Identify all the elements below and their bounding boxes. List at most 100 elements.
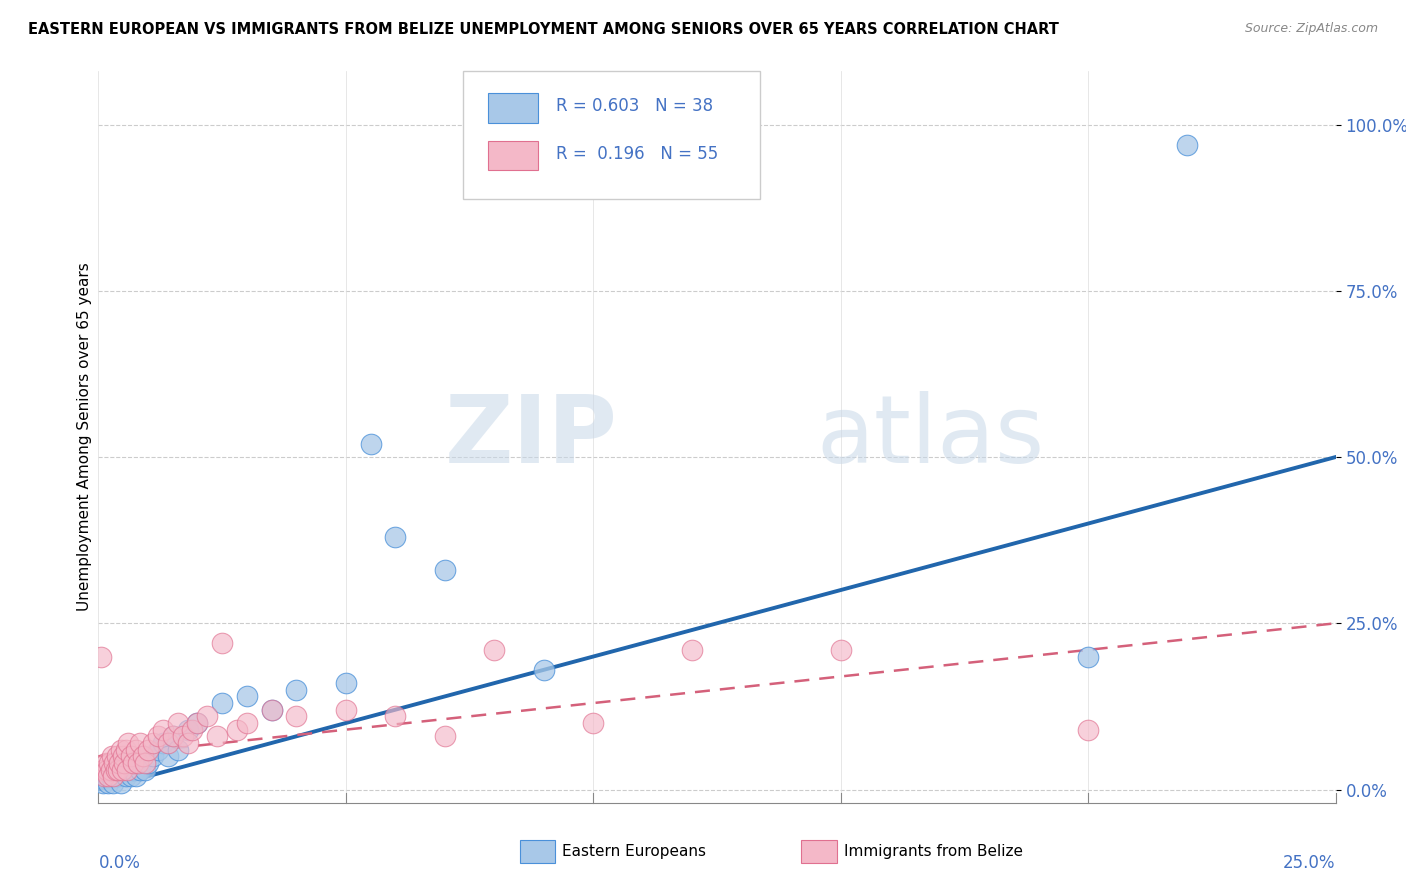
FancyBboxPatch shape bbox=[488, 141, 537, 170]
Point bbox=[127, 756, 149, 770]
Point bbox=[226, 723, 249, 737]
Point bbox=[124, 769, 146, 783]
Point bbox=[107, 769, 129, 783]
Point bbox=[120, 769, 142, 783]
Point bbox=[120, 749, 142, 764]
Point bbox=[162, 729, 184, 743]
Point bbox=[384, 709, 406, 723]
Point bbox=[110, 742, 132, 756]
Point bbox=[129, 763, 152, 777]
Point bbox=[335, 676, 357, 690]
Point bbox=[1077, 649, 1099, 664]
Point bbox=[205, 729, 228, 743]
Point bbox=[103, 776, 125, 790]
Point bbox=[533, 663, 555, 677]
Point bbox=[166, 742, 188, 756]
Point bbox=[134, 756, 156, 770]
Point bbox=[136, 756, 159, 770]
Point bbox=[162, 729, 184, 743]
Point bbox=[285, 709, 308, 723]
Point bbox=[1175, 137, 1198, 152]
Point bbox=[129, 736, 152, 750]
Point bbox=[1077, 723, 1099, 737]
Point bbox=[433, 729, 456, 743]
Text: 25.0%: 25.0% bbox=[1284, 854, 1336, 872]
Text: Immigrants from Belize: Immigrants from Belize bbox=[844, 845, 1022, 859]
Point bbox=[211, 696, 233, 710]
Point bbox=[105, 749, 128, 764]
Point bbox=[211, 636, 233, 650]
Point bbox=[114, 742, 136, 756]
Point bbox=[124, 742, 146, 756]
Point bbox=[122, 763, 145, 777]
Point bbox=[384, 530, 406, 544]
Point bbox=[146, 742, 169, 756]
Point bbox=[117, 756, 139, 770]
Point bbox=[152, 736, 174, 750]
Point bbox=[104, 763, 127, 777]
FancyBboxPatch shape bbox=[488, 94, 537, 122]
Point bbox=[107, 763, 129, 777]
FancyBboxPatch shape bbox=[464, 71, 761, 200]
Text: EASTERN EUROPEAN VS IMMIGRANTS FROM BELIZE UNEMPLOYMENT AMONG SENIORS OVER 65 YE: EASTERN EUROPEAN VS IMMIGRANTS FROM BELI… bbox=[28, 22, 1059, 37]
Point bbox=[111, 763, 134, 777]
Point bbox=[94, 769, 117, 783]
Point bbox=[110, 776, 132, 790]
Point bbox=[260, 703, 283, 717]
Point bbox=[93, 763, 115, 777]
Text: atlas: atlas bbox=[815, 391, 1045, 483]
Point bbox=[93, 776, 115, 790]
Point bbox=[172, 729, 194, 743]
Point bbox=[142, 736, 165, 750]
Point bbox=[186, 716, 208, 731]
Point bbox=[142, 749, 165, 764]
Text: Eastern Europeans: Eastern Europeans bbox=[562, 845, 706, 859]
Point bbox=[93, 769, 115, 783]
Point bbox=[96, 763, 118, 777]
Point bbox=[195, 709, 218, 723]
Text: R =  0.196   N = 55: R = 0.196 N = 55 bbox=[557, 145, 718, 163]
Point bbox=[260, 703, 283, 717]
Point bbox=[122, 756, 145, 770]
Point bbox=[146, 729, 169, 743]
Point bbox=[112, 763, 135, 777]
Point bbox=[166, 716, 188, 731]
Point bbox=[830, 643, 852, 657]
Text: R = 0.603   N = 38: R = 0.603 N = 38 bbox=[557, 97, 713, 115]
Point bbox=[681, 643, 703, 657]
Text: 0.0%: 0.0% bbox=[98, 854, 141, 872]
Y-axis label: Unemployment Among Seniors over 65 years: Unemployment Among Seniors over 65 years bbox=[77, 263, 91, 611]
Point bbox=[103, 756, 125, 770]
Point bbox=[156, 749, 179, 764]
Point bbox=[132, 749, 155, 764]
Point bbox=[98, 756, 121, 770]
Point bbox=[335, 703, 357, 717]
Point bbox=[94, 756, 117, 770]
Point bbox=[132, 749, 155, 764]
Point bbox=[112, 756, 135, 770]
Point bbox=[136, 742, 159, 756]
Point bbox=[176, 736, 198, 750]
Point bbox=[97, 776, 120, 790]
Point bbox=[100, 763, 122, 777]
Point bbox=[127, 756, 149, 770]
Point bbox=[104, 763, 127, 777]
Point bbox=[97, 769, 120, 783]
Point bbox=[112, 749, 135, 764]
Point bbox=[115, 763, 138, 777]
Text: Source: ZipAtlas.com: Source: ZipAtlas.com bbox=[1244, 22, 1378, 36]
Point bbox=[484, 643, 506, 657]
Point bbox=[433, 563, 456, 577]
Point bbox=[236, 690, 259, 704]
Point bbox=[101, 749, 124, 764]
Point bbox=[176, 723, 198, 737]
Point bbox=[181, 723, 204, 737]
Point bbox=[186, 716, 208, 731]
Point bbox=[117, 736, 139, 750]
Point bbox=[582, 716, 605, 731]
Point bbox=[108, 756, 131, 770]
Point bbox=[156, 736, 179, 750]
Point bbox=[134, 763, 156, 777]
Point bbox=[103, 769, 125, 783]
Point bbox=[285, 682, 308, 697]
